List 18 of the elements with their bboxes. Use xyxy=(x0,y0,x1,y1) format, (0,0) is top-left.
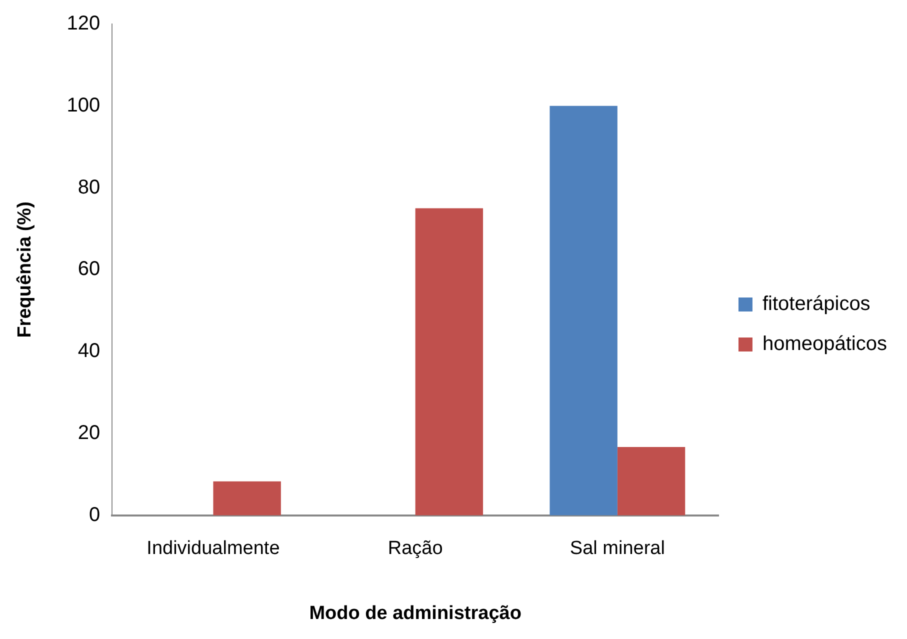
legend-label: fitoterápicos xyxy=(762,293,870,316)
x-tick-label: Ração xyxy=(388,538,443,560)
x-tick-label: Individualmente xyxy=(146,538,280,560)
bar xyxy=(213,481,281,516)
y-tick-label: 120 xyxy=(66,12,100,35)
x-axis-title: Modo de administração xyxy=(309,602,522,624)
bar xyxy=(550,106,618,516)
y-tick-label: 40 xyxy=(78,340,100,362)
legend-label: homeopáticos xyxy=(762,333,888,356)
bar xyxy=(617,447,686,516)
y-tick-label: 80 xyxy=(78,176,100,198)
bar xyxy=(415,208,484,516)
y-tick-label: 0 xyxy=(89,504,100,526)
y-tick-label: 100 xyxy=(66,94,100,116)
y-tick-label: 20 xyxy=(78,422,100,444)
y-tick-label: 60 xyxy=(78,258,100,280)
x-tick-label: Sal mineral xyxy=(570,538,665,560)
y-axis-title: Frequência (%) xyxy=(14,202,36,338)
